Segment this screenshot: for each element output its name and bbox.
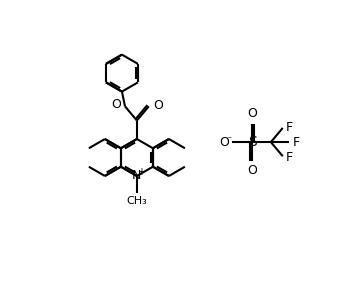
Text: N: N: [132, 170, 142, 182]
Text: O: O: [247, 164, 257, 178]
Text: +: +: [138, 167, 145, 177]
Text: F: F: [292, 136, 300, 149]
Text: O: O: [153, 99, 163, 112]
Text: ⁻: ⁻: [226, 135, 231, 145]
Text: F: F: [286, 121, 293, 134]
Text: CH₃: CH₃: [126, 196, 147, 206]
Text: O: O: [219, 136, 229, 149]
Text: O: O: [247, 107, 257, 120]
Text: O: O: [111, 98, 121, 111]
Text: S: S: [248, 135, 257, 149]
Text: F: F: [286, 150, 293, 163]
